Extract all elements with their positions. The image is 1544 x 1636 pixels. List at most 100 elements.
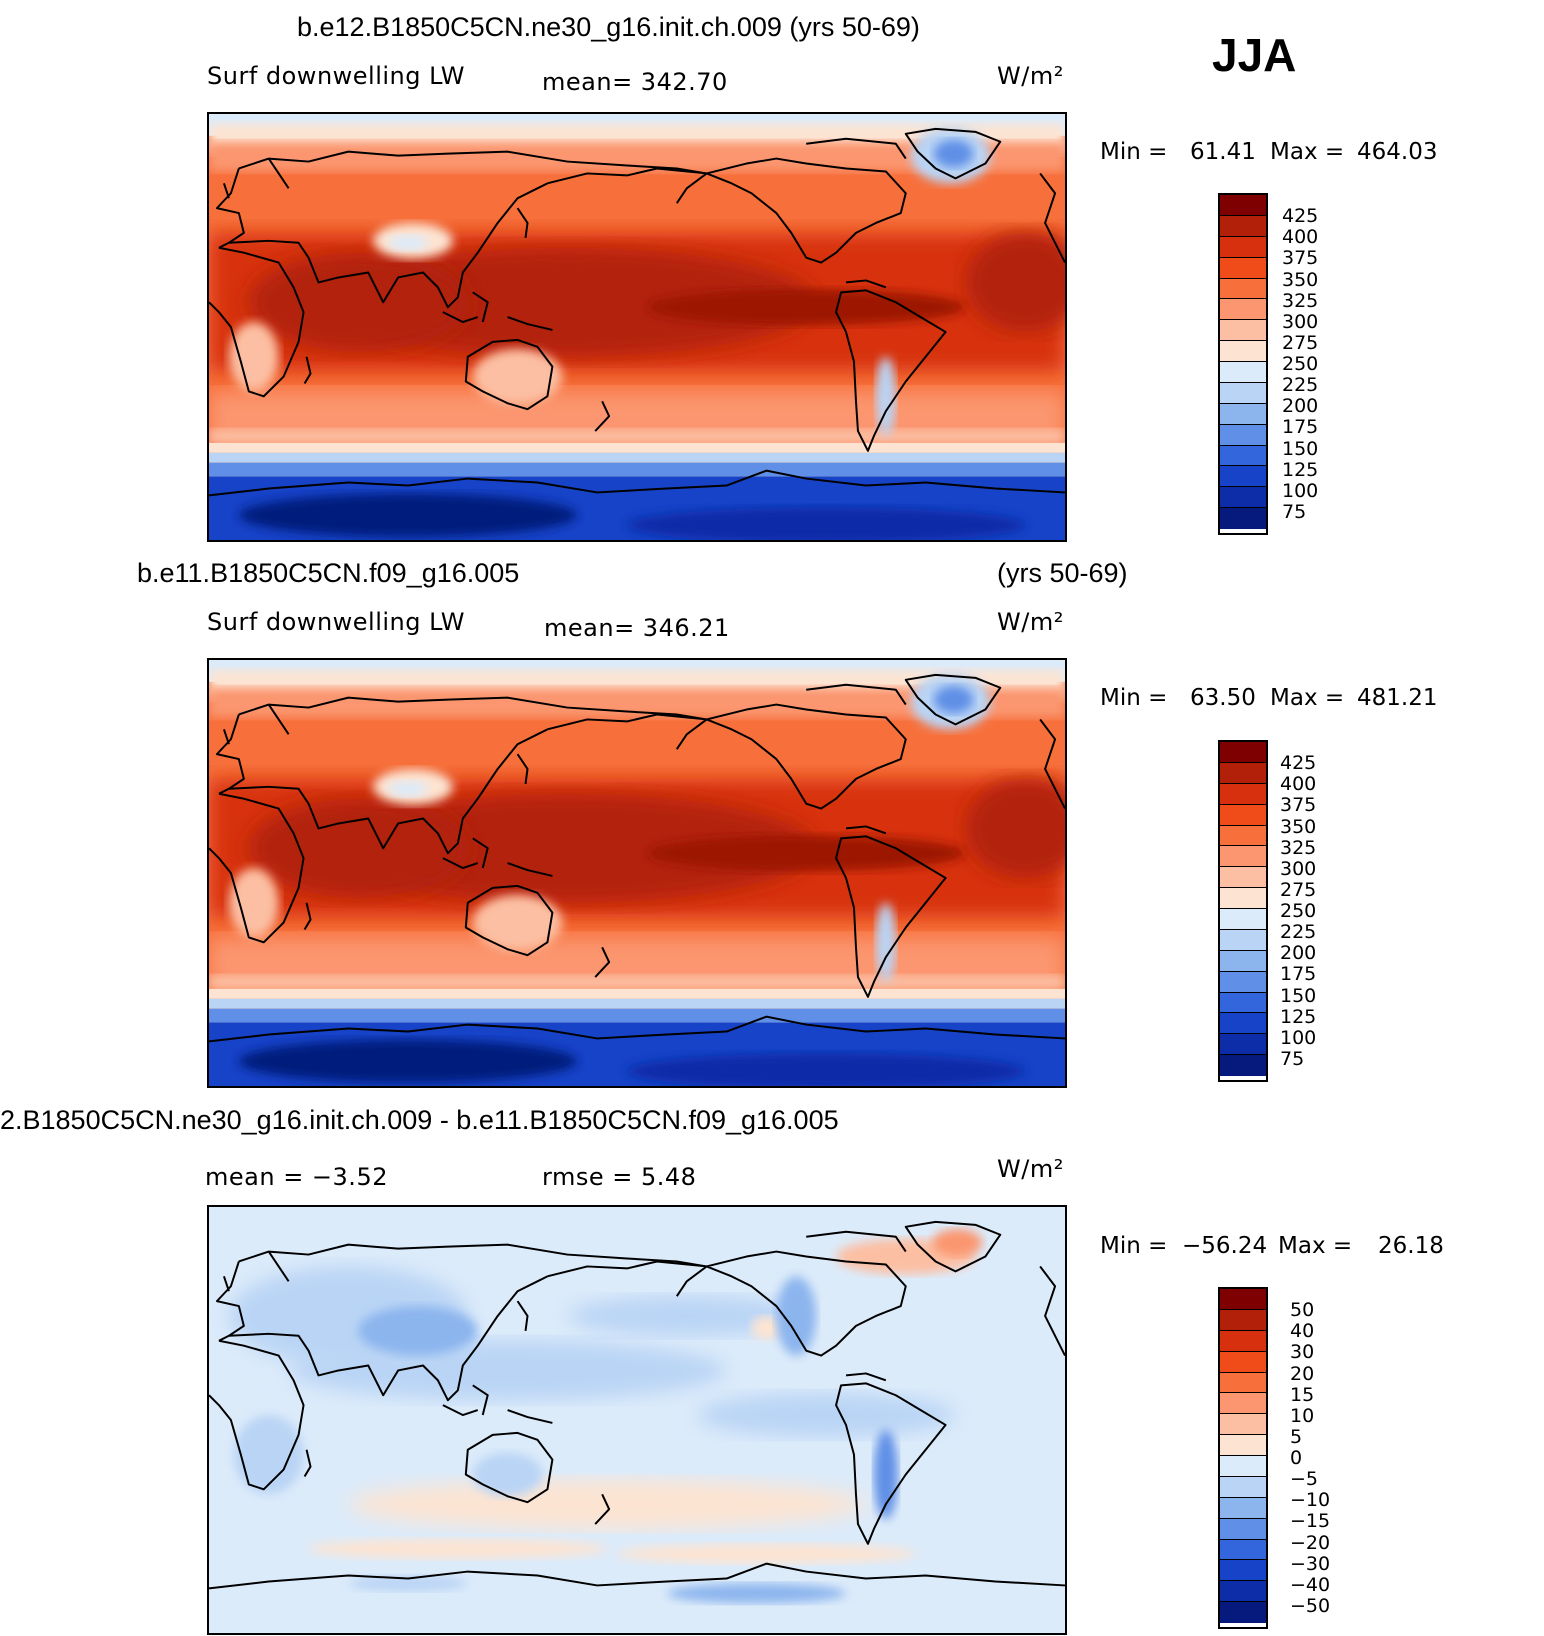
panel-title: b.e12.B1850C5CN.ne30_g16.init.ch.009 (yr… bbox=[297, 12, 920, 42]
colorbar-tick-label: 75 bbox=[1280, 1047, 1305, 1070]
colorbar-tick-label: 350 bbox=[1282, 268, 1319, 291]
colorbar-tick-label: 225 bbox=[1282, 374, 1319, 397]
mean-label: mean = −3.52 bbox=[205, 1163, 388, 1191]
colorbar-tick-label: 0 bbox=[1290, 1447, 1303, 1469]
colorbar-swatch bbox=[1220, 341, 1266, 362]
colorbar-tick-label: −30 bbox=[1290, 1552, 1331, 1575]
colorbar-tick-label: −15 bbox=[1290, 1510, 1331, 1533]
colorbar-swatch bbox=[1220, 299, 1266, 321]
colorbar-swatch bbox=[1220, 825, 1266, 847]
min-value: −56.24 bbox=[1182, 1233, 1268, 1259]
colorbar-tick-label: 300 bbox=[1282, 310, 1319, 333]
colorbar-swatch bbox=[1220, 1289, 1266, 1310]
colorbar-tick-label: −50 bbox=[1290, 1594, 1331, 1617]
colorbar-swatch bbox=[1220, 742, 1266, 763]
map-panel bbox=[207, 112, 1067, 542]
min-label: Min = bbox=[1100, 1233, 1168, 1259]
colorbar-swatch bbox=[1220, 445, 1266, 467]
colorbar-tick-label: 225 bbox=[1280, 921, 1317, 944]
colorbar-swatch bbox=[1220, 1518, 1266, 1540]
season-label: JJA bbox=[1212, 29, 1297, 81]
colorbar-tick-label: 200 bbox=[1280, 942, 1317, 965]
colorbar-tick-label: 275 bbox=[1280, 878, 1317, 901]
map-field bbox=[209, 114, 1065, 540]
colorbar-swatch bbox=[1220, 992, 1266, 1014]
max-value: 464.03 bbox=[1357, 139, 1438, 165]
colorbar-tick-label: 175 bbox=[1280, 963, 1317, 986]
colorbar-tick-label: −5 bbox=[1290, 1468, 1319, 1491]
colorbar-swatch bbox=[1220, 278, 1266, 300]
colorbar-tick-label: 250 bbox=[1282, 353, 1319, 375]
colorbar-swatch bbox=[1220, 257, 1266, 279]
colorbar-tick-label: 20 bbox=[1290, 1362, 1315, 1385]
colorbar-tick-label: 125 bbox=[1280, 1005, 1317, 1028]
colorbar-tick-label: 325 bbox=[1282, 289, 1319, 312]
map-panel bbox=[207, 1205, 1067, 1635]
min-label: Min = bbox=[1100, 139, 1168, 165]
colorbar-swatch bbox=[1220, 320, 1266, 342]
colorbar-swatch bbox=[1220, 950, 1266, 972]
colorbar-swatch bbox=[1220, 804, 1266, 826]
max-value: 26.18 bbox=[1378, 1233, 1444, 1259]
colorbar-tick-label: 125 bbox=[1282, 458, 1319, 481]
colorbar-tick-label: 350 bbox=[1280, 815, 1317, 838]
panel-title-years: (yrs 50-69) bbox=[997, 558, 1128, 588]
colorbar-tick-label: 200 bbox=[1282, 395, 1319, 418]
units-label: W/m² bbox=[997, 1155, 1064, 1183]
colorbar-tick-label: 275 bbox=[1282, 331, 1319, 354]
colorbar-swatch bbox=[1220, 1309, 1266, 1331]
colorbar-swatch bbox=[1220, 1013, 1266, 1035]
min-label: Min = bbox=[1100, 685, 1168, 711]
colorbar-tick-label: 150 bbox=[1280, 984, 1317, 1007]
panel-title: b.e11.B1850C5CN.f09_g16.005 bbox=[137, 558, 520, 588]
colorbar-tick-label: 30 bbox=[1290, 1341, 1315, 1364]
colorbar-tick-label: 5 bbox=[1290, 1425, 1303, 1448]
colorbar bbox=[1218, 740, 1268, 1082]
colorbar-tick-label: 10 bbox=[1290, 1404, 1315, 1427]
colorbar-tick-label: 175 bbox=[1282, 416, 1319, 439]
colorbar-swatch bbox=[1220, 1330, 1266, 1352]
colorbar-tick-label: 425 bbox=[1280, 752, 1317, 775]
colorbar-tick-label: 425 bbox=[1282, 205, 1319, 228]
min-value: 61.41 bbox=[1190, 139, 1256, 165]
colorbar-swatch bbox=[1220, 867, 1266, 889]
colorbar-tick-label: 40 bbox=[1290, 1320, 1315, 1343]
colorbar-swatch bbox=[1220, 1351, 1266, 1373]
colorbar-swatch bbox=[1220, 1456, 1266, 1477]
panel-title: 2.B1850C5CN.ne30_g16.init.ch.009 - b.e11… bbox=[0, 1105, 839, 1135]
colorbar bbox=[1218, 1287, 1268, 1629]
colorbar-swatch bbox=[1220, 215, 1266, 237]
units-label: W/m² bbox=[997, 62, 1064, 90]
max-label: Max = bbox=[1270, 685, 1345, 711]
colorbar-swatch bbox=[1220, 1393, 1266, 1415]
colorbar-swatch bbox=[1220, 1034, 1266, 1056]
max-label: Max = bbox=[1270, 139, 1345, 165]
colorbar-swatch bbox=[1220, 783, 1266, 805]
colorbar-tick-label: 375 bbox=[1282, 247, 1319, 270]
colorbar-tick-label: 375 bbox=[1280, 794, 1317, 817]
colorbar-swatch bbox=[1220, 1581, 1266, 1603]
colorbar-tick-label: 250 bbox=[1280, 900, 1317, 922]
colorbar-swatch bbox=[1220, 236, 1266, 258]
colorbar-swatch bbox=[1220, 1560, 1266, 1582]
variable-label: Surf downwelling LW bbox=[207, 62, 466, 90]
colorbar-swatch bbox=[1220, 971, 1266, 993]
map-field bbox=[209, 660, 1065, 1086]
max-value: 481.21 bbox=[1357, 685, 1438, 711]
colorbar-tick-label: −10 bbox=[1290, 1489, 1331, 1512]
colorbar-swatch bbox=[1220, 929, 1266, 951]
colorbar-tick-label: −40 bbox=[1290, 1573, 1331, 1596]
colorbar-swatch bbox=[1220, 1497, 1266, 1519]
colorbar-tick-label: 300 bbox=[1280, 857, 1317, 880]
colorbar-swatch bbox=[1220, 487, 1266, 509]
colorbar-swatch bbox=[1220, 424, 1266, 446]
map-field bbox=[209, 1207, 1065, 1633]
colorbar-swatch bbox=[1220, 1414, 1266, 1436]
units-label: W/m² bbox=[997, 608, 1064, 636]
colorbar-swatch bbox=[1220, 403, 1266, 425]
colorbar-tick-label: 15 bbox=[1290, 1383, 1315, 1406]
colorbar-tick-label: 100 bbox=[1282, 479, 1319, 502]
colorbar-swatch bbox=[1220, 195, 1266, 216]
colorbar-tick-label: 400 bbox=[1280, 773, 1317, 796]
colorbar-tick-label: 75 bbox=[1282, 500, 1307, 523]
